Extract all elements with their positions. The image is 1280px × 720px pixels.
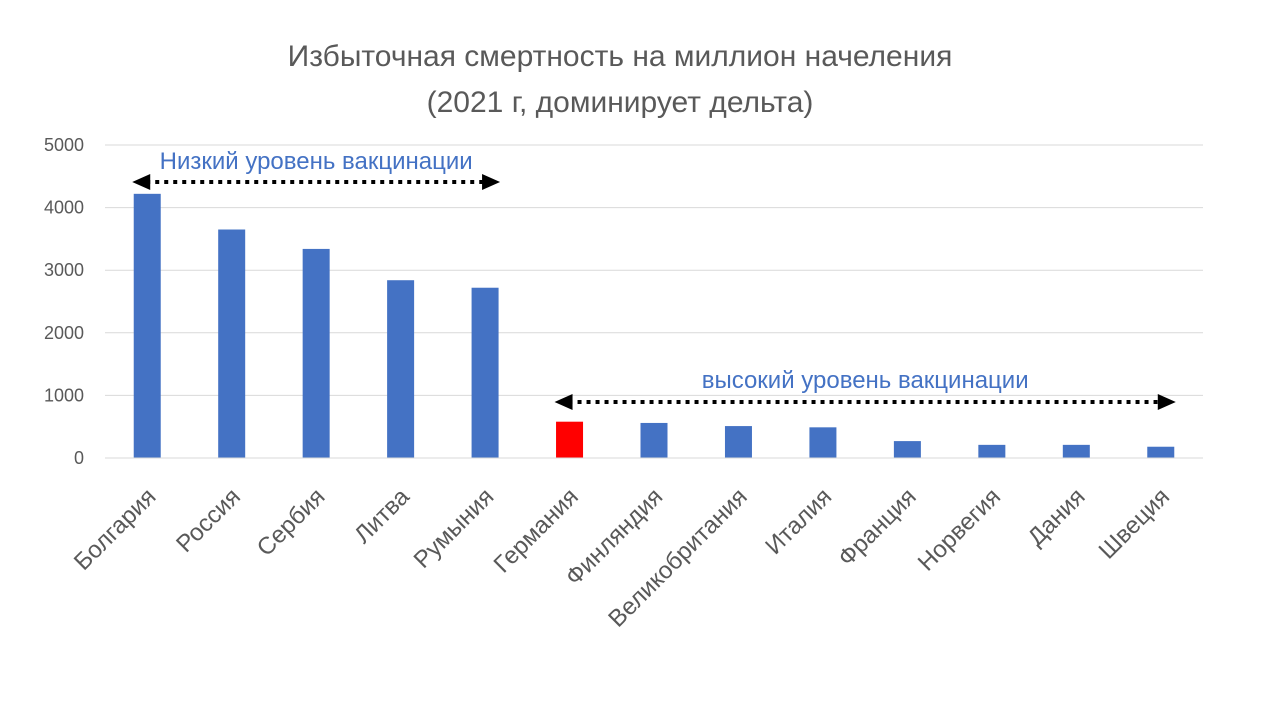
- arrowhead-right: [1157, 394, 1176, 410]
- category-label: Норвегия: [913, 483, 1006, 576]
- arrowhead-right: [482, 174, 501, 190]
- bar-7: [640, 422, 668, 458]
- bar-9: [809, 427, 837, 458]
- bar-4: [387, 280, 415, 458]
- arrowhead-left: [554, 394, 573, 410]
- bar-10: [893, 441, 921, 458]
- y-tick-label: 0: [74, 448, 84, 468]
- category-label: Италия: [760, 483, 837, 560]
- bar-1: [133, 193, 161, 458]
- category-label: Россия: [171, 483, 246, 558]
- annotation-label-2: высокий уровень вакцинации: [702, 367, 1029, 394]
- y-tick-label: 2000: [44, 323, 84, 343]
- chart-subtitle: (2021 г, доминирует дельта): [427, 86, 814, 119]
- y-tick-label: 4000: [44, 198, 84, 218]
- category-label: Румыния: [409, 483, 500, 574]
- annotations: Низкий уровень вакцинации высокий уровень…: [132, 148, 1176, 410]
- category-label: Франция: [833, 483, 922, 572]
- bar-8: [724, 426, 752, 458]
- bar-13: [1147, 446, 1175, 458]
- annotation-arrow-1: [132, 174, 501, 190]
- arrowhead-left: [132, 174, 151, 190]
- category-label: Литва: [349, 483, 415, 549]
- bar-3: [302, 248, 330, 458]
- category-label: Сербия: [252, 483, 331, 562]
- category-label: Дания: [1022, 483, 1090, 551]
- annotation-arrow-2: [554, 394, 1176, 410]
- bars: [133, 193, 1175, 458]
- bar-5: [471, 287, 499, 458]
- category-label: Болгария: [69, 483, 162, 576]
- bar-6: [556, 421, 584, 458]
- y-tick-label: 5000: [44, 135, 84, 155]
- chart-title: Избыточная смертность на миллион начелен…: [288, 40, 953, 73]
- bar-12: [1062, 444, 1090, 458]
- x-axis: Болгария Россия Сербия ЛитваРумынияГермания…: [69, 457, 1203, 633]
- gridlines: [105, 144, 1203, 459]
- category-label: Швеция: [1094, 483, 1175, 564]
- y-axis: 0 1000 2000 3000 4000 5000: [44, 135, 84, 468]
- y-tick-label: 1000: [44, 385, 84, 405]
- bar-2: [218, 229, 246, 458]
- annotation-label-1: Низкий уровень вакцинации: [160, 148, 473, 175]
- y-tick-label: 3000: [44, 260, 84, 280]
- bar-11: [978, 444, 1006, 458]
